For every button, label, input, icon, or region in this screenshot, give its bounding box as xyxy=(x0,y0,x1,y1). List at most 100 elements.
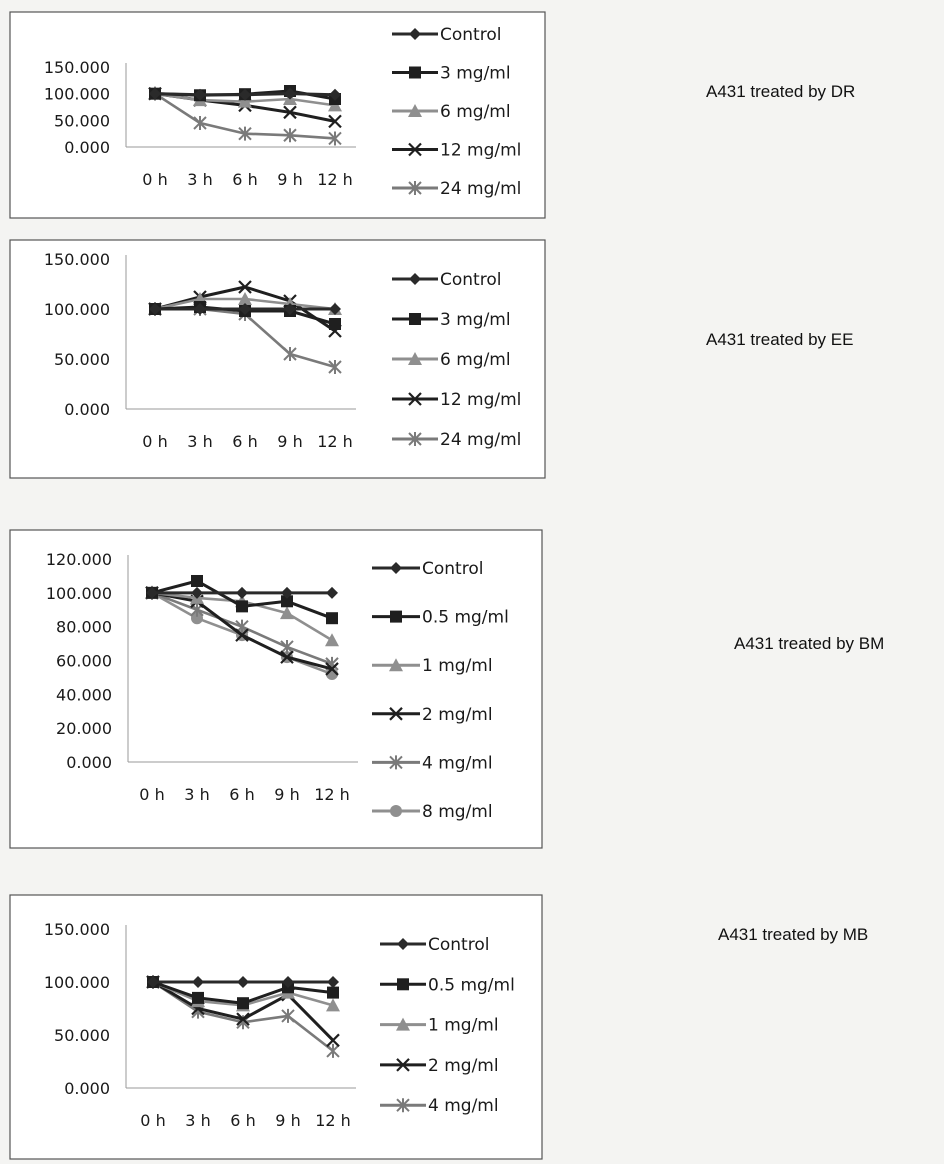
legend-marker xyxy=(408,352,422,365)
data-point xyxy=(325,662,339,676)
data-point xyxy=(239,88,251,101)
legend-label: 1 mg/ml xyxy=(428,1016,499,1036)
x-tick-label: 9 h xyxy=(277,432,302,451)
data-point xyxy=(238,94,252,108)
legend-marker xyxy=(409,313,421,325)
legend-marker xyxy=(409,28,421,40)
data-point xyxy=(280,606,294,620)
legend-entry: Control xyxy=(392,25,501,45)
data-point xyxy=(283,128,297,143)
legend-marker xyxy=(390,610,402,623)
data-point xyxy=(326,612,338,625)
side-label-dr: A431 treated by DR xyxy=(706,82,856,101)
data-point xyxy=(149,303,161,315)
y-tick-label: 100.000 xyxy=(44,300,110,319)
chart-frame xyxy=(9,11,546,219)
data-point xyxy=(192,991,204,1004)
x-tick-label: 6 h xyxy=(232,170,257,189)
data-point xyxy=(326,1033,340,1048)
legend-label: 3 mg/ml xyxy=(440,310,511,330)
x-tick-label: 12 h xyxy=(317,170,353,189)
x-tick-label: 0 h xyxy=(142,170,167,189)
legend-entry: 12 mg/ml xyxy=(392,141,521,161)
data-point xyxy=(328,114,342,129)
x-tick-label: 3 h xyxy=(187,170,212,189)
data-point xyxy=(281,1008,295,1023)
x-tick-label: 0 h xyxy=(142,432,167,451)
legend-marker xyxy=(390,805,402,817)
legend-label: Control xyxy=(422,559,483,579)
legend-label: Control xyxy=(440,270,501,290)
data-point xyxy=(284,87,296,100)
legend-entry: 24 mg/ml xyxy=(392,179,521,199)
legend-entry: 8 mg/ml xyxy=(372,802,493,822)
data-point xyxy=(237,997,249,1010)
legend-marker xyxy=(408,181,422,195)
data-point xyxy=(325,633,339,647)
data-point xyxy=(280,639,294,654)
data-point xyxy=(236,600,248,613)
legend-label: 12 mg/ml xyxy=(440,390,521,410)
data-point xyxy=(281,586,293,599)
legend-label: 0.5 mg/ml xyxy=(428,975,515,995)
data-point xyxy=(280,650,294,664)
legend-marker xyxy=(389,755,403,770)
legend-entry: 12 mg/ml xyxy=(392,390,521,410)
legend-marker xyxy=(389,707,403,721)
data-point xyxy=(191,586,203,599)
data-point xyxy=(327,976,339,988)
legend-label: 8 mg/ml xyxy=(422,802,493,822)
side-label-bm: A431 treated by BM xyxy=(734,634,885,653)
x-tick-label: 6 h xyxy=(230,1111,255,1130)
chart-frame xyxy=(9,529,543,849)
y-tick-label: 120.000 xyxy=(46,550,112,569)
legend-entry: 2 mg/ml xyxy=(372,705,493,725)
y-tick-label: 50.000 xyxy=(54,350,110,369)
legend-marker xyxy=(408,392,422,406)
legend-entry: 3 mg/ml xyxy=(392,64,511,84)
legend-marker xyxy=(397,978,409,991)
y-tick-label: 100.000 xyxy=(44,85,110,104)
legend-marker xyxy=(409,273,421,285)
legend-marker xyxy=(409,66,421,79)
y-tick-label: 150.000 xyxy=(44,58,110,77)
data-point xyxy=(328,360,342,374)
x-tick-label: 9 h xyxy=(274,785,299,804)
legend-label: Control xyxy=(440,25,501,45)
x-tick-label: 6 h xyxy=(232,432,257,451)
y-tick-label: 150.000 xyxy=(44,250,110,269)
data-point xyxy=(149,87,161,100)
legend-entry: 0.5 mg/ml xyxy=(380,975,515,995)
legend-label: 24 mg/ml xyxy=(440,179,521,199)
legend-entry: Control xyxy=(380,935,489,955)
legend-entry: 6 mg/ml xyxy=(392,350,511,370)
x-tick-label: 0 h xyxy=(139,785,164,804)
x-tick-label: 12 h xyxy=(317,432,353,451)
legend-marker xyxy=(396,1017,410,1031)
y-tick-label: 0.000 xyxy=(64,400,110,419)
x-tick-label: 9 h xyxy=(275,1111,300,1130)
legend-label: 6 mg/ml xyxy=(440,102,511,122)
legend-label: 2 mg/ml xyxy=(422,705,493,725)
data-point xyxy=(328,131,342,146)
y-tick-label: 50.000 xyxy=(54,1026,110,1045)
legend-label: 12 mg/ml xyxy=(440,141,521,161)
y-tick-label: 60.000 xyxy=(56,652,112,671)
data-point xyxy=(329,88,341,101)
legend-marker xyxy=(390,562,402,574)
data-point xyxy=(235,628,249,642)
y-tick-label: 150.000 xyxy=(44,920,110,939)
legend-marker xyxy=(408,104,422,117)
x-tick-label: 3 h xyxy=(187,432,212,451)
data-point xyxy=(147,976,159,988)
data-point xyxy=(283,105,297,120)
data-point xyxy=(236,586,248,599)
legend-entry: 0.5 mg/ml xyxy=(372,608,509,628)
legend-marker xyxy=(408,142,422,157)
legend-label: 3 mg/ml xyxy=(440,64,511,84)
y-tick-label: 80.000 xyxy=(56,618,112,637)
data-point xyxy=(238,292,252,305)
